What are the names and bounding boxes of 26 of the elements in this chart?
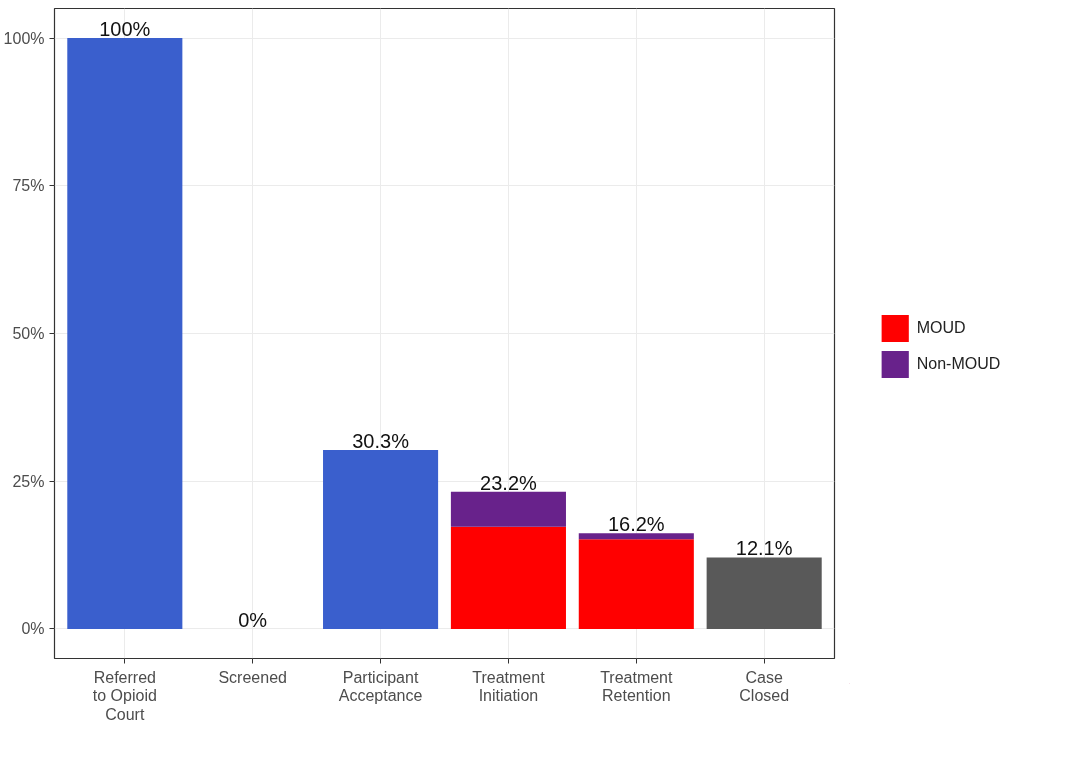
x-tick-label: Treatment Retention — [600, 668, 674, 705]
total-label: 100% — [99, 18, 151, 41]
y-tick-label: 75% — [12, 177, 45, 195]
y-tick-label: 25% — [12, 472, 45, 490]
bar — [578, 539, 694, 629]
bar — [450, 526, 566, 629]
bar — [578, 533, 694, 540]
x-tick-label: Participant Acceptance — [338, 668, 423, 705]
total-label: 30.3% — [352, 429, 410, 452]
total-label: 16.2% — [607, 513, 665, 536]
bar — [706, 557, 822, 629]
x-tick-label: Case Closed — [739, 668, 790, 705]
bar — [323, 449, 439, 629]
y-tick-label: 0% — [21, 620, 45, 638]
bar — [67, 38, 183, 629]
bar — [450, 491, 566, 527]
legend-label: Non-MOUD — [916, 354, 1001, 373]
y-tick-label: 50% — [12, 325, 45, 342]
total-label: 0% — [238, 608, 268, 631]
x-tick-label: Screened — [218, 668, 287, 686]
x-tick-label: Referred to Opioid Court — [92, 668, 157, 723]
y-tick-label: 100% — [3, 29, 45, 47]
total-label: 23.2% — [480, 471, 538, 494]
x-tick-label: Treatment Initiation — [472, 668, 546, 705]
total-label: 12.1% — [735, 537, 793, 560]
legend-label: MOUD — [916, 318, 966, 337]
